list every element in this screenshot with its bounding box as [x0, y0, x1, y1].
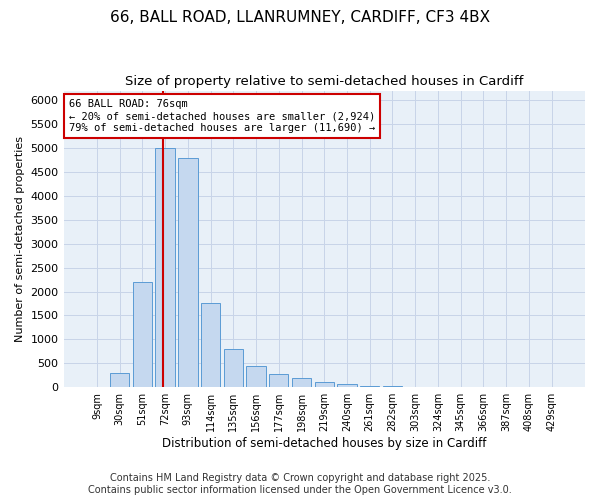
Text: 66 BALL ROAD: 76sqm
← 20% of semi-detached houses are smaller (2,924)
79% of sem: 66 BALL ROAD: 76sqm ← 20% of semi-detach…: [69, 100, 375, 132]
Bar: [224, 349, 243, 387]
Bar: [110, 373, 130, 387]
Text: 66, BALL ROAD, LLANRUMNEY, CARDIFF, CF3 4BX: 66, BALL ROAD, LLANRUMNEY, CARDIFF, CF3 …: [110, 10, 490, 25]
Bar: [269, 374, 289, 387]
Bar: [337, 384, 356, 387]
Bar: [201, 304, 220, 387]
Bar: [292, 378, 311, 387]
Bar: [133, 282, 152, 387]
X-axis label: Distribution of semi-detached houses by size in Cardiff: Distribution of semi-detached houses by …: [162, 437, 487, 450]
Bar: [360, 386, 379, 387]
Bar: [314, 382, 334, 387]
Bar: [155, 148, 175, 387]
Bar: [178, 158, 197, 387]
Title: Size of property relative to semi-detached houses in Cardiff: Size of property relative to semi-detach…: [125, 75, 523, 88]
Bar: [383, 386, 402, 387]
Bar: [247, 366, 266, 387]
Text: Contains HM Land Registry data © Crown copyright and database right 2025.
Contai: Contains HM Land Registry data © Crown c…: [88, 474, 512, 495]
Y-axis label: Number of semi-detached properties: Number of semi-detached properties: [15, 136, 25, 342]
